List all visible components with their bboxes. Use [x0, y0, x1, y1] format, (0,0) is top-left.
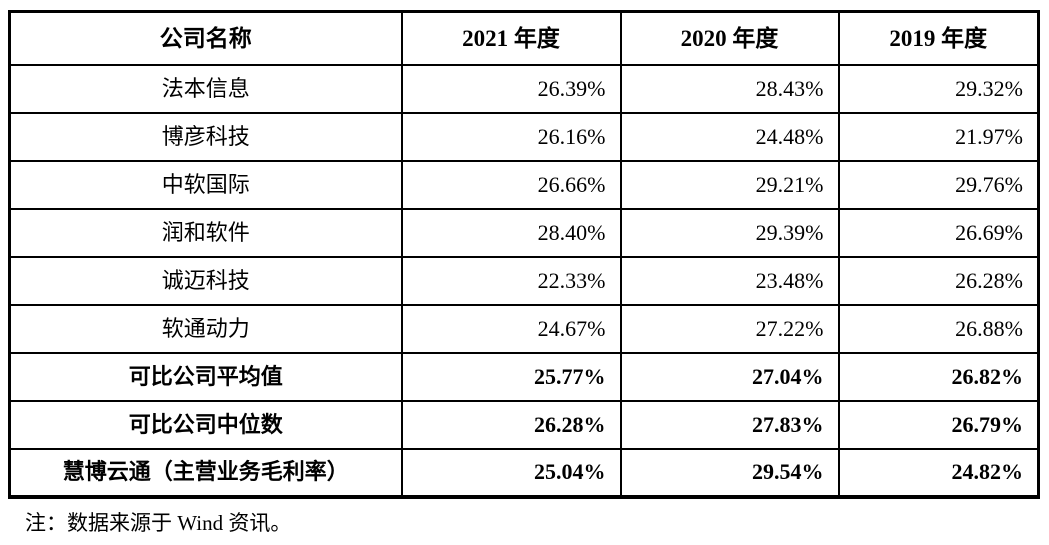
col-header-2019: 2019 年度 [837, 10, 1040, 66]
value-cell-2021: 22.33% [400, 255, 622, 306]
table-row-comparable-median: 可比公司中位数 26.28% 27.83% 26.79% [8, 399, 1040, 450]
company-name-cell: 法本信息 [8, 63, 403, 114]
value-cell-2020: 29.21% [619, 159, 840, 210]
gross-margin-comparison-table: 公司名称 2021 年度 2020 年度 2019 年度 法本信息 26.39%… [8, 10, 1040, 499]
value-cell-2019: 24.82% [837, 447, 1040, 498]
value-cell-2021: 24.67% [400, 303, 622, 354]
table-row-faben: 法本信息 26.39% 28.43% 29.32% [8, 63, 1040, 114]
table-row-boyan: 博彦科技 26.16% 24.48% 21.97% [8, 111, 1040, 162]
value-cell-2020: 28.43% [619, 63, 840, 114]
value-cell-2020: 27.04% [619, 351, 840, 402]
value-cell-2021: 26.66% [400, 159, 622, 210]
value-cell-2021: 25.77% [400, 351, 622, 402]
value-cell-2019: 26.82% [837, 351, 1040, 402]
table-row-ruantong: 软通动力 24.67% 27.22% 26.88% [8, 303, 1040, 354]
value-cell-2019: 29.76% [837, 159, 1040, 210]
company-name-cell: 可比公司平均值 [8, 351, 403, 402]
company-name-cell: 软通动力 [8, 303, 403, 354]
col-header-company-name: 公司名称 [8, 10, 403, 66]
source-note: 注：数据来源于 Wind 资讯。 [25, 511, 292, 535]
value-cell-2021: 25.04% [400, 447, 622, 498]
col-header-2021: 2021 年度 [400, 10, 622, 66]
value-cell-2019: 26.28% [837, 255, 1040, 306]
value-cell-2021: 28.40% [400, 207, 622, 258]
value-cell-2020: 24.48% [619, 111, 840, 162]
company-name-cell: 润和软件 [8, 207, 403, 258]
table-row-huibo-yuntong: 慧博云通（主营业务毛利率） 25.04% 29.54% 24.82% [8, 447, 1040, 498]
value-cell-2019: 26.69% [837, 207, 1040, 258]
table-row-zhongruan: 中软国际 26.66% 29.21% 29.76% [8, 159, 1040, 210]
company-name-cell: 中软国际 [8, 159, 403, 210]
value-cell-2020: 29.39% [619, 207, 840, 258]
value-cell-2019: 26.79% [837, 399, 1040, 450]
table-row-comparable-average: 可比公司平均值 25.77% 27.04% 26.82% [8, 351, 1040, 402]
value-cell-2019: 21.97% [837, 111, 1040, 162]
company-name-cell: 诚迈科技 [8, 255, 403, 306]
company-name-cell: 可比公司中位数 [8, 399, 403, 450]
company-name-cell: 博彦科技 [8, 111, 403, 162]
value-cell-2020: 27.83% [619, 399, 840, 450]
value-cell-2019: 26.88% [837, 303, 1040, 354]
value-cell-2020: 27.22% [619, 303, 840, 354]
value-cell-2019: 29.32% [837, 63, 1040, 114]
value-cell-2021: 26.16% [400, 111, 622, 162]
value-cell-2021: 26.39% [400, 63, 622, 114]
table-row-chengmai: 诚迈科技 22.33% 23.48% 26.28% [8, 255, 1040, 306]
col-header-2020: 2020 年度 [619, 10, 840, 66]
value-cell-2020: 29.54% [619, 447, 840, 498]
header-row: 公司名称 2021 年度 2020 年度 2019 年度 [8, 10, 1040, 66]
table-row-runhe: 润和软件 28.40% 29.39% 26.69% [8, 207, 1040, 258]
value-cell-2021: 26.28% [400, 399, 622, 450]
company-name-cell: 慧博云通（主营业务毛利率） [8, 447, 403, 498]
value-cell-2020: 23.48% [619, 255, 840, 306]
